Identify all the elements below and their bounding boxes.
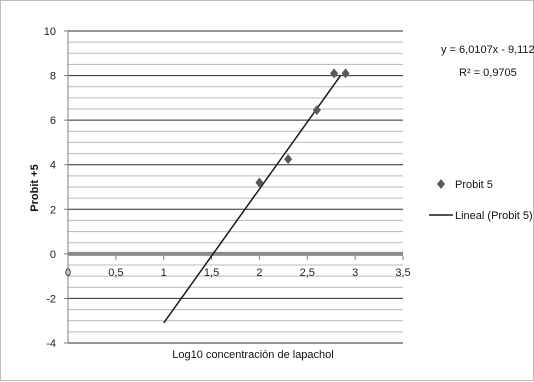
trendline-r-squared: R² = 0,9705 bbox=[459, 67, 517, 79]
y-tick-label: -2 bbox=[46, 293, 56, 305]
y-tick-label: 0 bbox=[50, 249, 56, 261]
x-tick-label: 3 bbox=[352, 267, 358, 279]
x-tick-label: 2,5 bbox=[300, 267, 315, 279]
x-tick-label: 1,5 bbox=[204, 267, 219, 279]
legend-diamond-marker bbox=[437, 179, 445, 189]
x-tick-label: 3,5 bbox=[395, 267, 410, 279]
trendline-layer bbox=[163, 74, 342, 324]
trendline-equation: y = 6,0107x - 9,1124 bbox=[441, 44, 534, 56]
data-points-layer bbox=[255, 68, 350, 188]
x-tick-label: 2 bbox=[256, 267, 262, 279]
data-point bbox=[341, 68, 350, 79]
data-point bbox=[284, 154, 293, 165]
y-tick-label: -4 bbox=[46, 338, 56, 350]
legend-trendline-label: Lineal (Probit 5) bbox=[455, 210, 533, 222]
y-tick-label: 8 bbox=[50, 71, 56, 83]
tick-labels-layer: -4 -2 0 2 4 6 8 10 0 0,5 1 1,5 2 2,5 3 3,5 bbox=[44, 26, 411, 350]
legend-series-label: Probit 5 bbox=[455, 179, 493, 191]
x-tick-label: 0,5 bbox=[108, 267, 123, 279]
y-tick-label: 6 bbox=[50, 115, 56, 127]
y-tick-label: 4 bbox=[50, 160, 56, 172]
x-axis-title: Log10 concentración de lapachol bbox=[172, 349, 333, 361]
data-point bbox=[312, 105, 321, 116]
grid-layer bbox=[68, 30, 403, 344]
trendline bbox=[163, 74, 342, 324]
legend: Probit 5 Lineal (Probit 5) bbox=[429, 179, 533, 222]
y-tick-label: 2 bbox=[50, 204, 56, 216]
data-point bbox=[255, 177, 264, 188]
data-point bbox=[330, 68, 339, 79]
x-tick-label: 1 bbox=[161, 267, 167, 279]
x-tick-label: 0 bbox=[65, 267, 71, 279]
axis-layer bbox=[64, 30, 404, 344]
y-axis-title: Probit +5 bbox=[29, 164, 41, 211]
y-tick-label: 10 bbox=[44, 26, 56, 38]
